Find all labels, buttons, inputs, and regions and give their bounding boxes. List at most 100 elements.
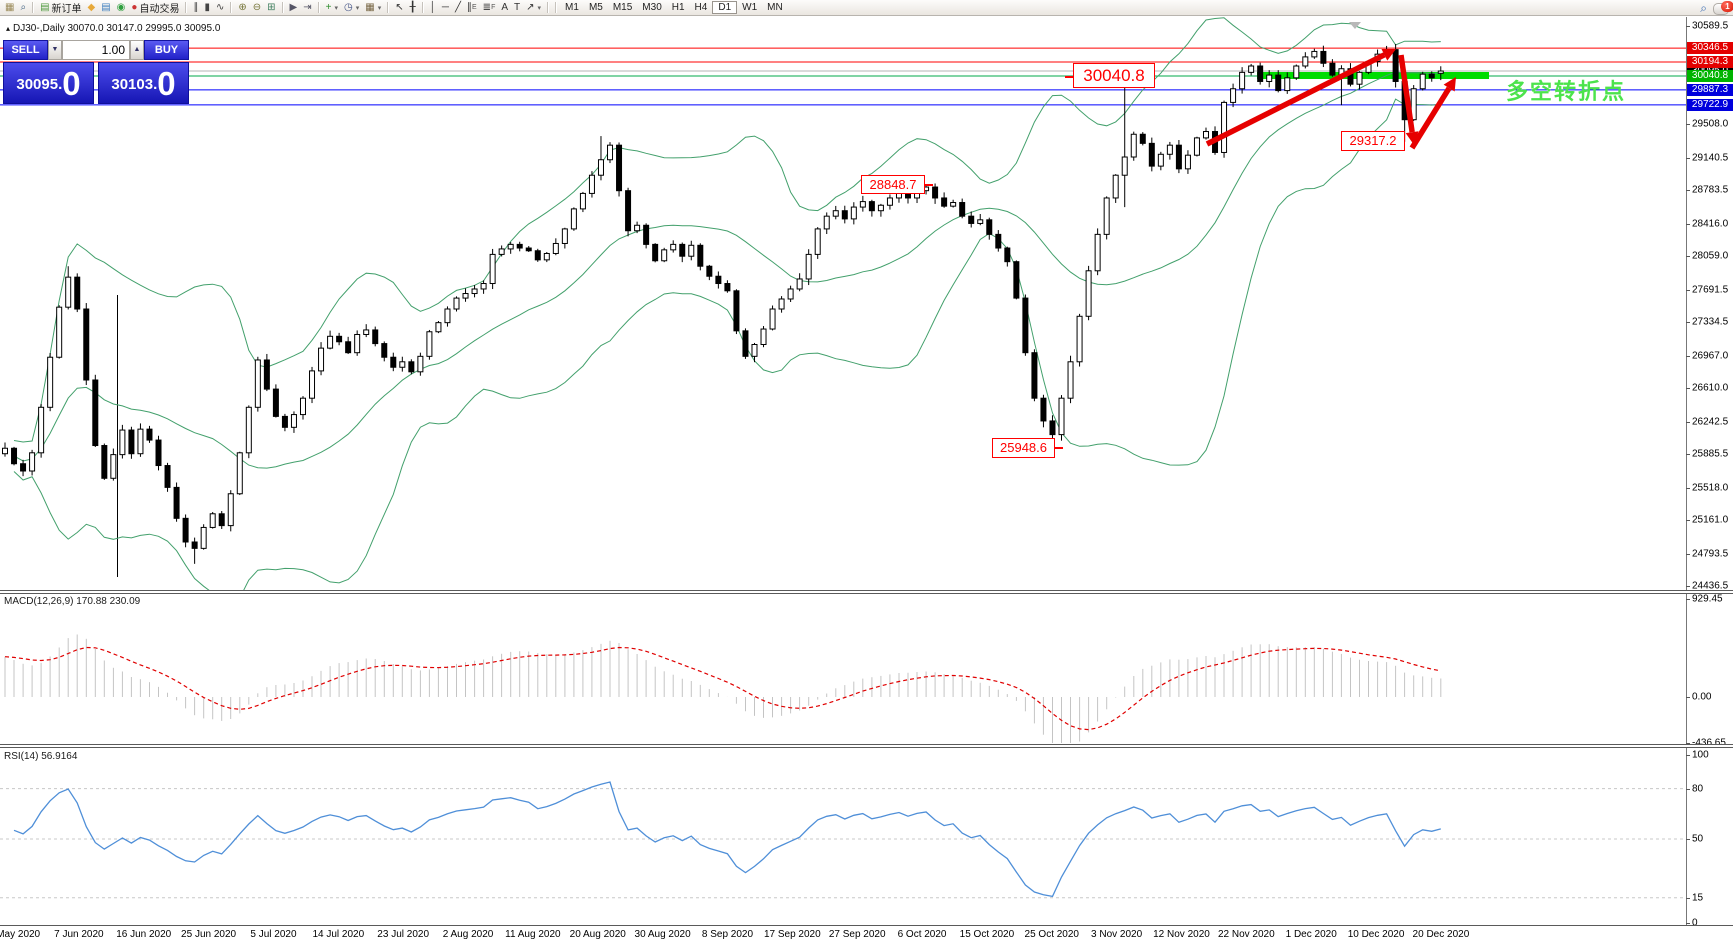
price-tickdash bbox=[1686, 553, 1690, 555]
shapes-icon[interactable]: ↗ ▾ bbox=[526, 1, 542, 13]
price-badge-29722.9: 29722.9 bbox=[1687, 98, 1733, 111]
zoom-out-icon[interactable]: ⊖ bbox=[252, 1, 262, 13]
timeframe-mn[interactable]: MN bbox=[767, 2, 783, 13]
volume-decrease-button[interactable]: ▼ bbox=[48, 40, 62, 60]
metaeditor-icon[interactable]: ▤ bbox=[101, 1, 111, 13]
price-tickdash bbox=[1686, 190, 1690, 192]
macd-tick--436.65: -436.65 bbox=[1692, 738, 1726, 749]
date-label-22: 20 Dec 2020 bbox=[1412, 929, 1470, 940]
price-scale-border bbox=[1686, 17, 1687, 925]
chart-shift-icon[interactable]: ⇥ bbox=[303, 1, 312, 13]
macd-pane-separator[interactable] bbox=[0, 590, 1733, 594]
chart-search-icon[interactable]: ⌕ bbox=[20, 1, 27, 13]
new-order-button[interactable]: ▤ 新订单 bbox=[40, 1, 82, 16]
date-label-14: 6 Oct 2020 bbox=[897, 929, 947, 940]
sell-button[interactable]: SELL bbox=[3, 40, 48, 60]
market-watch-icon[interactable]: ◆ bbox=[87, 1, 96, 13]
text-icon[interactable]: A bbox=[501, 1, 509, 13]
trendline-icon[interactable]: ╱ bbox=[454, 1, 461, 13]
signals-icon[interactable]: ◉ bbox=[116, 1, 126, 13]
price-tickdash bbox=[1686, 289, 1690, 291]
price-tick-24793.5: 24793.5 bbox=[1692, 548, 1729, 559]
timeframe-w1[interactable]: W1 bbox=[742, 2, 758, 13]
timeframe-m1[interactable]: M1 bbox=[565, 2, 579, 13]
new-chart-icon[interactable]: ▦ bbox=[5, 1, 15, 13]
rsi-pane[interactable] bbox=[0, 748, 1733, 925]
macd-tickdash bbox=[1686, 743, 1690, 745]
buy-price-main: 30103. bbox=[111, 76, 158, 93]
price-tick-28416.0: 28416.0 bbox=[1692, 218, 1729, 230]
crosshair-icon[interactable]: ╂ bbox=[409, 1, 416, 13]
macd-histogram bbox=[4, 634, 1442, 743]
date-label-4: 5 Jul 2020 bbox=[250, 929, 297, 940]
candlestick-series bbox=[2, 44, 1444, 564]
timeframe-d1[interactable]: D1 bbox=[712, 1, 738, 14]
price-tick-25161.0: 25161.0 bbox=[1692, 514, 1729, 526]
line-chart-icon[interactable]: ∿ bbox=[215, 1, 225, 13]
main-price-chart[interactable] bbox=[0, 17, 1733, 590]
buy-button[interactable]: BUY bbox=[144, 40, 189, 60]
price-tick-26242.5: 26242.5 bbox=[1692, 416, 1729, 428]
price-badge-30040.8: 30040.8 bbox=[1687, 69, 1733, 82]
toolbar-separator bbox=[421, 2, 424, 13]
rsi-tick-15: 15 bbox=[1692, 892, 1704, 904]
price-annotation-29317.2[interactable]: 29317.2 bbox=[1341, 131, 1405, 151]
vertical-line-icon[interactable]: │ bbox=[429, 1, 436, 13]
timeframe-m30[interactable]: M30 bbox=[642, 2, 662, 13]
templates-icon[interactable]: ▦ ▾ bbox=[365, 1, 382, 13]
zoom-in-icon[interactable]: ⊕ bbox=[238, 1, 247, 13]
bull-bear-turning-point-note[interactable]: 多空转折点 bbox=[1506, 79, 1627, 104]
price-tickdash bbox=[1686, 223, 1690, 225]
volume-input[interactable]: 1.00 bbox=[62, 40, 130, 60]
sell-price-panel[interactable]: 30095. 0 bbox=[3, 62, 94, 104]
price-annotation-28848.7[interactable]: 28848.7 bbox=[861, 175, 925, 194]
date-label-1: 7 Jun 2020 bbox=[54, 929, 104, 940]
volume-increase-button[interactable]: ▲ bbox=[130, 40, 144, 60]
autoscroll-icon[interactable]: ▶ bbox=[289, 1, 298, 13]
price-tickdash bbox=[1686, 124, 1690, 126]
buy-price-panel[interactable]: 30103. 0 bbox=[98, 62, 189, 104]
indicators-icon[interactable]: + ▾ bbox=[325, 1, 338, 13]
label-icon[interactable]: T bbox=[514, 1, 521, 13]
date-label-20: 1 Dec 2020 bbox=[1285, 929, 1337, 940]
green-level-bar[interactable] bbox=[1257, 72, 1489, 79]
horizontal-line-icon[interactable]: ─ bbox=[441, 1, 449, 13]
macd-tick-0.00: 0.00 bbox=[1692, 691, 1712, 703]
rsi-pane-separator[interactable] bbox=[0, 744, 1733, 748]
periods-icon[interactable]: ◷ ▾ bbox=[343, 1, 360, 13]
price-tickdash bbox=[1686, 355, 1690, 357]
candlestick-chart-icon[interactable]: ▮ bbox=[204, 1, 210, 13]
cursor-icon[interactable]: ↖ bbox=[395, 1, 404, 13]
chart-title-marker: ▴ bbox=[6, 24, 11, 33]
equidistant-channel-icon[interactable]: ∥ E bbox=[467, 1, 477, 13]
date-label-10: 30 Aug 2020 bbox=[634, 929, 691, 940]
timeframe-h4[interactable]: H4 bbox=[694, 2, 708, 13]
price-annotation-30040.8[interactable]: 30040.8 bbox=[1073, 63, 1155, 88]
price-badge-30346.5: 30346.5 bbox=[1687, 42, 1733, 55]
timeframe-m5[interactable]: M5 bbox=[588, 2, 603, 13]
macd-pane[interactable] bbox=[0, 593, 1733, 744]
trend-arrow-2[interactable] bbox=[1398, 54, 1419, 145]
date-label-8: 11 Aug 2020 bbox=[505, 929, 561, 940]
date-label-12: 17 Sep 2020 bbox=[763, 929, 821, 940]
toolbar-separator bbox=[387, 2, 390, 13]
trend-arrow-1[interactable] bbox=[1205, 49, 1396, 147]
price-tick-26967.0: 26967.0 bbox=[1692, 350, 1729, 362]
trend-arrow-3[interactable] bbox=[1409, 77, 1456, 150]
chart-title-text: DJ30-,Daily 30070.0 30147.0 29995.0 3009… bbox=[13, 23, 221, 34]
rsi-tickdash bbox=[1686, 755, 1690, 756]
rsi-tickdash bbox=[1686, 788, 1690, 790]
chart-title: ▴ DJ30-,Daily 30070.0 30147.0 29995.0 300… bbox=[6, 23, 220, 34]
timeframe-h1[interactable]: H1 bbox=[671, 2, 685, 13]
chart-shift-marker-icon[interactable] bbox=[1349, 22, 1361, 29]
tile-windows-icon[interactable]: ⊞ bbox=[267, 1, 276, 13]
timeframe-m15[interactable]: M15 bbox=[612, 2, 633, 13]
bar-chart-icon[interactable]: ∥ bbox=[193, 1, 199, 13]
autotrading-button[interactable]: ● 自动交易 bbox=[131, 1, 180, 16]
price-annotation-25948.6[interactable]: 25948.6 bbox=[992, 438, 1055, 458]
price-annotation-tick bbox=[1055, 447, 1063, 449]
search-icon[interactable]: ⌕ bbox=[1700, 1, 1707, 15]
rsi-label: RSI(14) 56.9164 bbox=[4, 751, 78, 762]
fibonacci-icon[interactable]: ≣ F bbox=[482, 1, 496, 13]
notifications-icon[interactable]: 1 bbox=[1713, 0, 1733, 15]
